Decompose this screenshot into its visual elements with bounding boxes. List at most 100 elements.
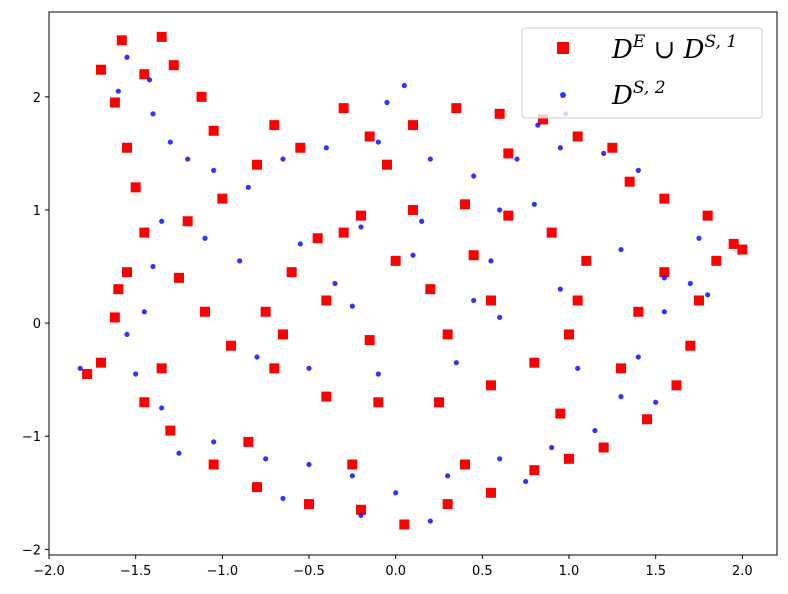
series-2-point-21	[687, 280, 693, 287]
series-2-point-7	[245, 184, 251, 190]
series-1-point-80	[633, 306, 644, 317]
series-2-point-69	[471, 297, 477, 304]
legend-label-series-1-sup1: E	[632, 32, 646, 52]
series-2-point-67	[280, 495, 286, 502]
series-1-point-15	[139, 397, 150, 408]
series-2-point-45	[358, 224, 364, 230]
series-1-point-69	[278, 329, 288, 340]
series-2-point-19	[618, 246, 624, 253]
series-1-point-2	[156, 31, 167, 42]
series-1-point-51	[226, 340, 236, 351]
series-2-point-42	[202, 235, 208, 241]
legend-label-series-2: DS, 2	[611, 78, 666, 111]
series-2-point-47	[488, 258, 494, 264]
series-1-point-67	[286, 267, 297, 278]
series-1-point-53	[321, 391, 332, 402]
series-1-point-14	[82, 369, 93, 379]
series-2-point-10	[375, 139, 381, 145]
legend: DE ∪ DS, 1 DS, 2	[521, 27, 763, 119]
x-tick-label: −1.0	[207, 564, 239, 579]
series-2-point-40	[159, 218, 165, 224]
series-1-point-6	[139, 69, 150, 80]
series-1-point-70	[338, 227, 349, 238]
series-2	[77, 54, 711, 524]
x-tick-label: 0.5	[472, 564, 493, 579]
series-2-point-49	[453, 360, 459, 366]
series-1-point-33	[737, 244, 748, 255]
series-2-point-16	[635, 167, 641, 173]
legend-label-series-1-union: ∪	[645, 35, 683, 65]
legend-label-series-2-sup1: S, 2	[633, 78, 666, 98]
series-1-point-38	[572, 131, 583, 142]
series-2-point-44	[297, 241, 303, 247]
series-2-point-41	[77, 365, 83, 371]
series-1-point-30	[694, 295, 704, 306]
series-1-point-24	[529, 465, 540, 476]
series-1-point-81	[616, 363, 626, 374]
series-2-point-46	[419, 218, 425, 224]
series-1-point-18	[252, 482, 262, 493]
series-1-point-66	[312, 233, 323, 244]
series-1-point-9	[130, 182, 141, 193]
series-2-point-20	[661, 275, 667, 281]
series-1-point-83	[555, 408, 566, 419]
series-1-point-89	[269, 120, 280, 131]
series-1-point-19	[304, 499, 314, 510]
series-1-point-82	[659, 267, 670, 278]
series-1-point-62	[503, 210, 514, 221]
series-2-point-23	[661, 309, 667, 315]
series-1-point-29	[685, 340, 696, 351]
legend-label-series-1-base2: D	[683, 35, 705, 65]
series-2-point-2	[146, 77, 153, 83]
series-2-point-18	[497, 207, 503, 213]
series-2-point-27	[549, 444, 555, 451]
series-2-point-37	[124, 331, 130, 338]
series-1-point-74	[442, 329, 453, 340]
series-1-point-48	[182, 216, 193, 227]
series-1-point-37	[607, 142, 618, 153]
series-1-point-44	[338, 103, 349, 114]
x-tick-label: 1.0	[559, 564, 580, 579]
series-2-point-14	[557, 145, 563, 151]
series-1-point-50	[200, 306, 210, 317]
series-1-point-10	[139, 227, 150, 238]
series-1-point-36	[624, 176, 635, 187]
series-1-point-56	[486, 380, 496, 391]
series-2-point-26	[592, 427, 598, 434]
series-1-point-22	[442, 499, 453, 510]
x-tick-label: −2.0	[33, 564, 65, 579]
series-1-point-1	[116, 35, 127, 46]
series-1-point-8	[122, 142, 132, 153]
series-2-point-68	[653, 399, 659, 405]
series-1-point-84	[243, 436, 254, 447]
series-2-point-31	[349, 473, 355, 479]
series-2-point-54	[410, 252, 416, 258]
series-2-point-59	[401, 82, 407, 89]
series-1-point-61	[546, 227, 557, 238]
series-2-point-5	[185, 156, 191, 162]
x-tick-label: 1.5	[645, 564, 666, 579]
legend-marker-series-1	[557, 42, 569, 54]
series-2-point-33	[263, 456, 269, 462]
series-2-point-43	[237, 258, 243, 264]
x-tick-label: −0.5	[293, 564, 325, 579]
x-tick-label: −1.5	[120, 564, 152, 579]
series-1-point-63	[460, 199, 470, 210]
series-1-point-12	[109, 312, 120, 323]
chart-marks	[77, 31, 748, 530]
series-2-point-11	[427, 156, 433, 162]
series-1-point-17	[208, 459, 219, 470]
series-1-point-72	[468, 250, 479, 261]
series-2-point-50	[375, 371, 381, 377]
series-1-point-90	[208, 125, 219, 136]
series-1-point-16	[165, 425, 176, 436]
legend-marker-series-2	[560, 92, 566, 98]
legend-label-series-1: DE ∪ DS, 1	[611, 32, 737, 65]
series-1-point-20	[356, 504, 366, 515]
series-2-point-48	[497, 314, 503, 321]
series-1-point-7	[109, 97, 120, 108]
series-1-point-55	[434, 397, 444, 408]
series-2-point-25	[618, 394, 624, 400]
series-2-point-39	[150, 263, 156, 270]
